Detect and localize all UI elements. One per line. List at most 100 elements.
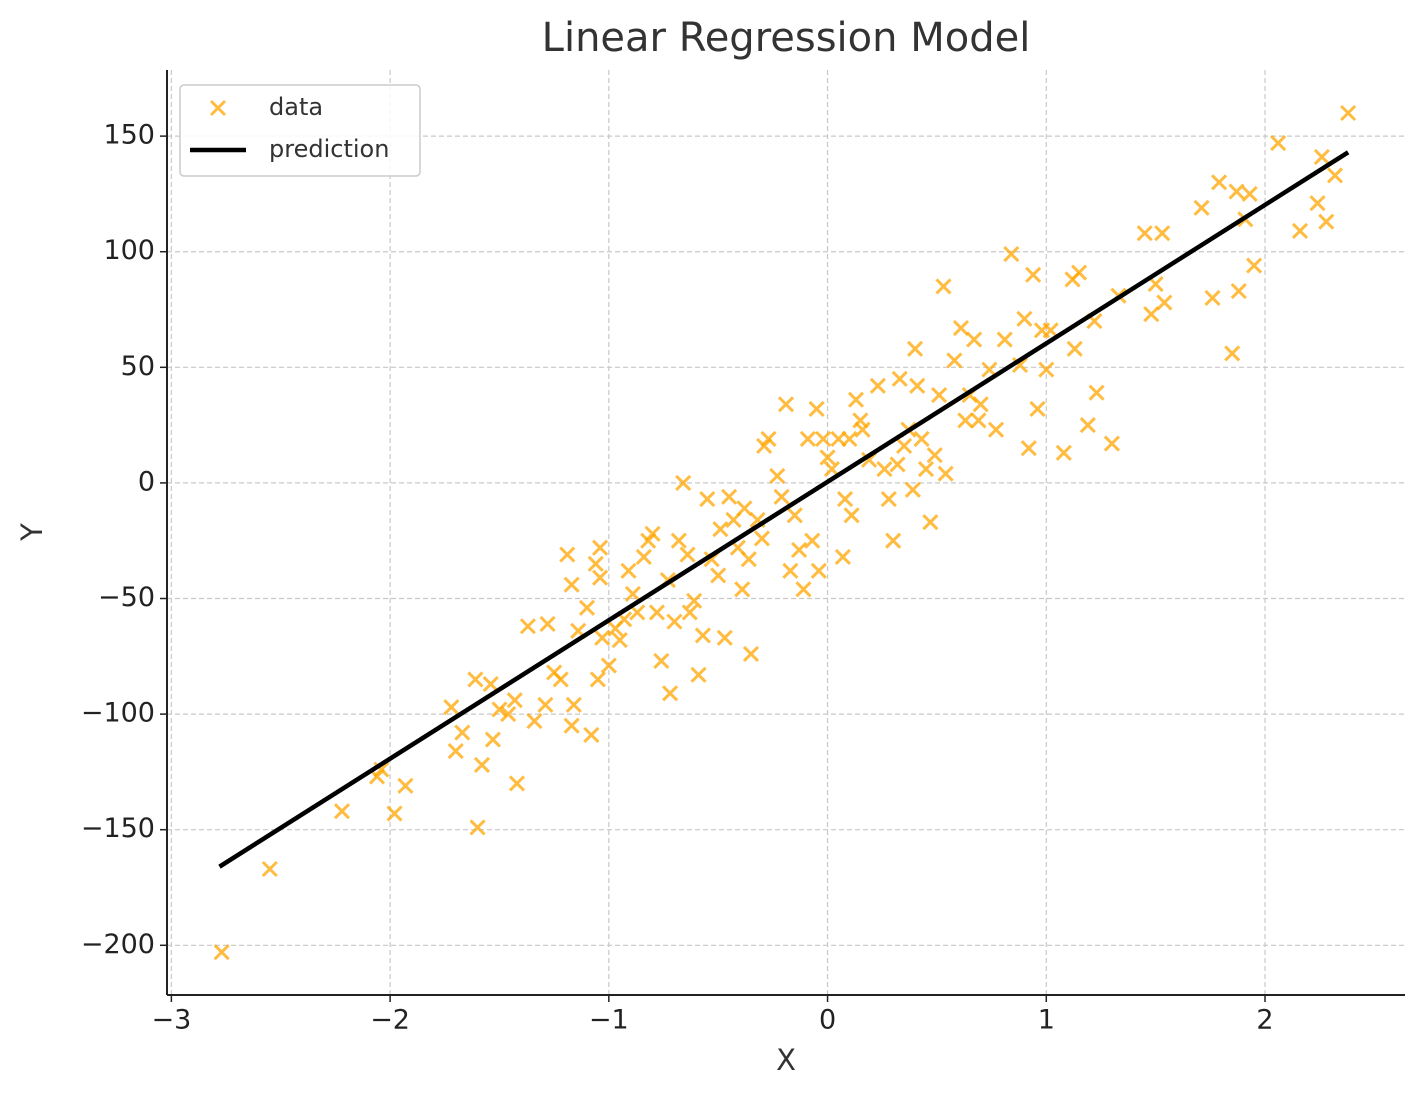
- data-point: [952, 319, 970, 337]
- data-point: [1318, 213, 1335, 230]
- legend-marker: [209, 99, 227, 117]
- data-point: [592, 539, 609, 556]
- data-point: [519, 618, 536, 635]
- data-point: [1313, 148, 1330, 165]
- data-point: [467, 671, 484, 688]
- data-point: [1224, 345, 1241, 362]
- data-point: [896, 437, 913, 454]
- data-point: [1291, 222, 1309, 239]
- x-tick-label: −1: [589, 1005, 629, 1036]
- data-point: [819, 449, 836, 466]
- data-point: [506, 692, 523, 709]
- y-axis-label: Y: [15, 523, 49, 542]
- x-tick-label: 1: [1038, 1005, 1055, 1036]
- data-point: [386, 805, 403, 822]
- data-point: [635, 548, 652, 565]
- legend-label: prediction: [269, 135, 389, 163]
- data-point: [213, 944, 230, 961]
- y-tick-label: 100: [103, 235, 155, 266]
- data-point: [791, 541, 808, 559]
- data-point: [690, 666, 707, 683]
- data-point: [795, 581, 812, 598]
- data-point: [611, 632, 628, 649]
- data-point: [808, 400, 825, 417]
- data-point: [500, 706, 517, 723]
- data-point: [491, 701, 508, 718]
- data-point: [482, 675, 499, 693]
- data-point: [804, 532, 821, 549]
- data-point: [742, 645, 760, 663]
- data-point: [1270, 134, 1287, 152]
- data-point: [769, 467, 786, 485]
- data-point: [469, 819, 486, 836]
- y-tick-label: −150: [81, 813, 155, 844]
- data-point: [966, 331, 983, 348]
- chart-title: Linear Regression Model: [542, 15, 1031, 61]
- data-point: [854, 421, 871, 438]
- data-point: [1088, 384, 1105, 401]
- data-point: [552, 671, 569, 688]
- data-point: [836, 491, 854, 508]
- data-point: [913, 430, 930, 448]
- data-point: [587, 555, 604, 572]
- legend: data prediction: [179, 84, 421, 177]
- data-point: [904, 481, 921, 498]
- data-point: [454, 724, 471, 741]
- data-point: [1143, 306, 1160, 323]
- data-point: [1066, 340, 1083, 357]
- data-point: [1055, 444, 1072, 461]
- data-point: [1204, 289, 1221, 307]
- data-point: [563, 576, 580, 593]
- data-point: [810, 562, 827, 579]
- data-point: [847, 391, 865, 408]
- data-point: [397, 777, 414, 794]
- y-tick-label: −200: [81, 929, 155, 960]
- data-point: [662, 685, 679, 702]
- data-point: [937, 465, 954, 482]
- data-point: [666, 613, 683, 630]
- x-tick-label: 2: [1256, 1005, 1273, 1036]
- data-point: [679, 546, 696, 563]
- data-point: [563, 717, 580, 734]
- data-point: [699, 491, 716, 508]
- y-tick-label: 150: [103, 120, 155, 151]
- data-point: [681, 604, 698, 621]
- legend-box: [179, 84, 421, 177]
- data-point: [889, 456, 906, 473]
- data-point: [721, 488, 738, 505]
- data-point: [740, 551, 757, 568]
- data-point: [736, 500, 753, 517]
- data-point: [624, 585, 641, 602]
- y-tick-label: −100: [81, 698, 155, 729]
- data-point: [539, 615, 556, 632]
- data-point: [906, 340, 924, 357]
- x-tick-label: 0: [819, 1005, 836, 1036]
- data-point: [589, 671, 606, 688]
- data-point: [526, 712, 543, 730]
- data-point: [1230, 282, 1247, 300]
- data-point: [565, 696, 582, 713]
- data-point: [583, 726, 600, 743]
- data-point: [592, 569, 609, 586]
- data-point: [946, 352, 963, 369]
- data-point: [644, 525, 661, 542]
- data-point: [600, 657, 617, 674]
- data-point: [1154, 225, 1171, 242]
- data-point: [935, 278, 952, 295]
- data-point: [694, 627, 711, 644]
- data-point: [1016, 310, 1033, 327]
- data-point: [1071, 264, 1088, 281]
- data-point: [1241, 185, 1258, 202]
- data-point: [922, 514, 939, 531]
- data-point: [734, 581, 751, 598]
- data-point: [443, 699, 460, 716]
- data-point: [777, 396, 795, 413]
- data-point: [1211, 174, 1228, 191]
- data-point: [1228, 183, 1245, 200]
- data-point: [885, 532, 902, 549]
- data-point: [1020, 440, 1037, 457]
- data-point: [1246, 257, 1263, 274]
- y-tick-label: 0: [138, 466, 155, 497]
- data-point: [648, 604, 666, 621]
